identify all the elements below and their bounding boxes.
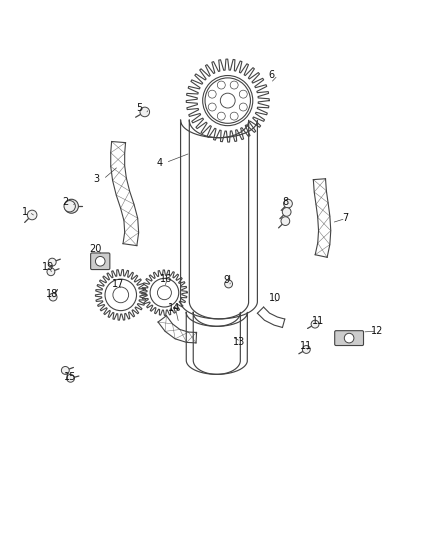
Text: 18: 18 [46, 288, 58, 298]
Circle shape [64, 199, 78, 213]
Text: 19: 19 [42, 262, 54, 272]
Circle shape [344, 333, 354, 343]
Text: 7: 7 [343, 214, 349, 223]
Text: 15: 15 [64, 372, 76, 382]
Circle shape [225, 280, 233, 288]
Text: 5: 5 [136, 103, 143, 114]
FancyBboxPatch shape [91, 253, 110, 270]
Text: 9: 9 [224, 276, 230, 286]
Text: 1: 1 [21, 207, 28, 217]
FancyBboxPatch shape [335, 330, 364, 345]
Text: 10: 10 [269, 293, 281, 303]
Text: 17: 17 [112, 279, 124, 289]
Text: 11: 11 [312, 316, 325, 326]
Circle shape [95, 256, 105, 266]
Text: 2: 2 [62, 197, 68, 207]
Text: 6: 6 [268, 70, 275, 80]
Circle shape [67, 374, 74, 382]
Text: 3: 3 [93, 174, 99, 184]
Circle shape [47, 268, 55, 276]
Circle shape [61, 367, 69, 374]
Circle shape [64, 200, 75, 212]
Circle shape [281, 217, 290, 225]
Circle shape [68, 203, 75, 210]
Circle shape [311, 320, 319, 328]
Text: 4: 4 [157, 158, 163, 167]
Text: 14: 14 [168, 303, 180, 313]
Text: 13: 13 [233, 337, 245, 346]
Circle shape [302, 345, 310, 353]
Circle shape [284, 199, 292, 208]
Text: 16: 16 [159, 274, 172, 284]
Text: 11: 11 [300, 341, 312, 351]
Circle shape [48, 258, 56, 266]
Text: 12: 12 [371, 326, 383, 336]
Circle shape [49, 293, 57, 301]
Text: 8: 8 [283, 197, 289, 207]
Circle shape [283, 207, 291, 216]
Circle shape [140, 107, 150, 117]
Circle shape [27, 210, 37, 220]
Text: 20: 20 [90, 244, 102, 254]
